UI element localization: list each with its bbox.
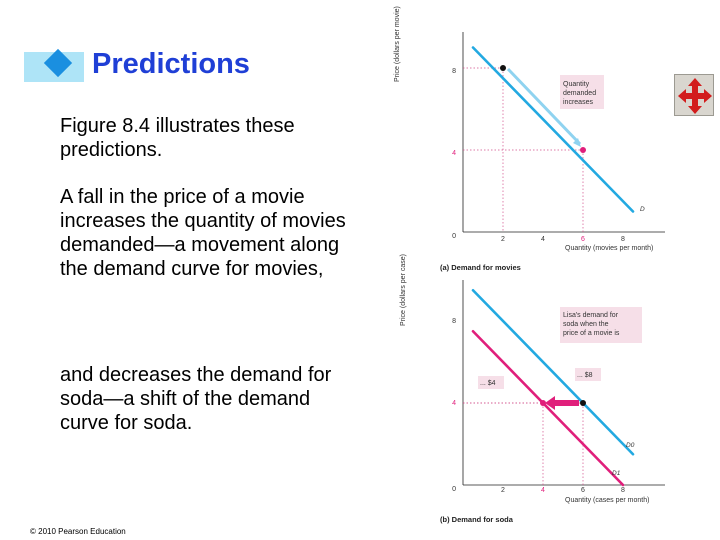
panel-b-curve-d0: [471, 288, 635, 456]
panel-b-curve-label-d1: D1: [612, 470, 621, 477]
panel-a-x-tick-8: 8: [621, 236, 625, 243]
panel-a-x-tick-2: 2: [501, 236, 505, 243]
panel-b-y-label: Price (dollars per case): [400, 254, 407, 326]
panel-a-y-label: Price (dollars per movie): [394, 6, 401, 82]
copyright-footer: © 2010 Pearson Education: [30, 527, 126, 536]
panel-a-plot: [463, 46, 635, 232]
panel-b-caption: (b) Demand for soda: [440, 515, 514, 524]
panel-a-movement-arrow: [506, 67, 582, 146]
panel-a-x-tick-4: 4: [541, 236, 545, 243]
panel-a-y-tick-4: 4: [452, 150, 456, 157]
price-tag-8: [575, 368, 601, 381]
panel-a-annotation-box: [560, 75, 604, 109]
panel-b-shift-arrowhead: [545, 396, 555, 410]
panel-a-movement-arrowhead: [573, 138, 581, 147]
panel-b-point-0: [580, 400, 586, 406]
paragraph-3: and decreases the demand for soda—a shif…: [60, 364, 332, 434]
panel-b-x-tick-6: 6: [581, 487, 585, 494]
four-way-arrows-icon[interactable]: [674, 74, 714, 116]
panel-b-x-tick-8: 8: [621, 487, 625, 494]
paragraph-1: Figure 8.4 illustrates these predictions…: [60, 115, 295, 161]
panel-b-x-label: Quantity (cases per month): [565, 497, 649, 504]
panel-b-annotation: Lisa's demand for soda when the price of a…: [563, 312, 620, 337]
paragraph-2: A fall in the price of a movie increases…: [60, 186, 346, 280]
panel-b-plot: [463, 288, 635, 487]
panel-b-x-tick-0: 0: [452, 486, 456, 493]
panel-a-x-tick-0: 0: [452, 233, 456, 240]
panel-b-y-tick-4: 4: [452, 400, 456, 407]
panel-a-x-label: Quantity (movies per month): [565, 245, 653, 252]
price-tag-4: [478, 376, 504, 389]
panel-a-demand-for-movies: Price (dollars per movie) 8 4 0 2 4 6 8 …: [394, 6, 665, 272]
panel-a-curve-d: [471, 46, 635, 213]
price-tag-4-label: ... $4: [480, 380, 496, 387]
panel-b-annotation-box: [560, 307, 642, 343]
panel-b-curve-d1: [471, 329, 625, 487]
panel-b-demand-for-soda: Price (dollars per case) 8 4 0 2 4 6 8 Q…: [400, 254, 665, 524]
panel-a-caption: (a) Demand for movies: [440, 263, 521, 272]
panel-b-x-tick-2: 2: [501, 487, 505, 494]
panel-a-annotation: Quantity demanded increases: [563, 81, 596, 106]
panel-a-y-tick-8: 8: [452, 68, 456, 75]
panel-a-curve-label-d: D: [640, 206, 645, 213]
panel-a-x-tick-6: 6: [581, 236, 585, 243]
panel-a-point-1: [580, 147, 586, 153]
panel-b-curve-label-d0: D0: [626, 442, 635, 449]
panel-b-point-1: [540, 400, 546, 406]
panel-a-point-0: [500, 65, 506, 71]
price-tag-8-label: ... $8: [577, 372, 593, 379]
panel-b-x-tick-4: 4: [541, 487, 545, 494]
panel-b-y-tick-8: 8: [452, 318, 456, 325]
slide-title: Predictions: [92, 48, 250, 80]
